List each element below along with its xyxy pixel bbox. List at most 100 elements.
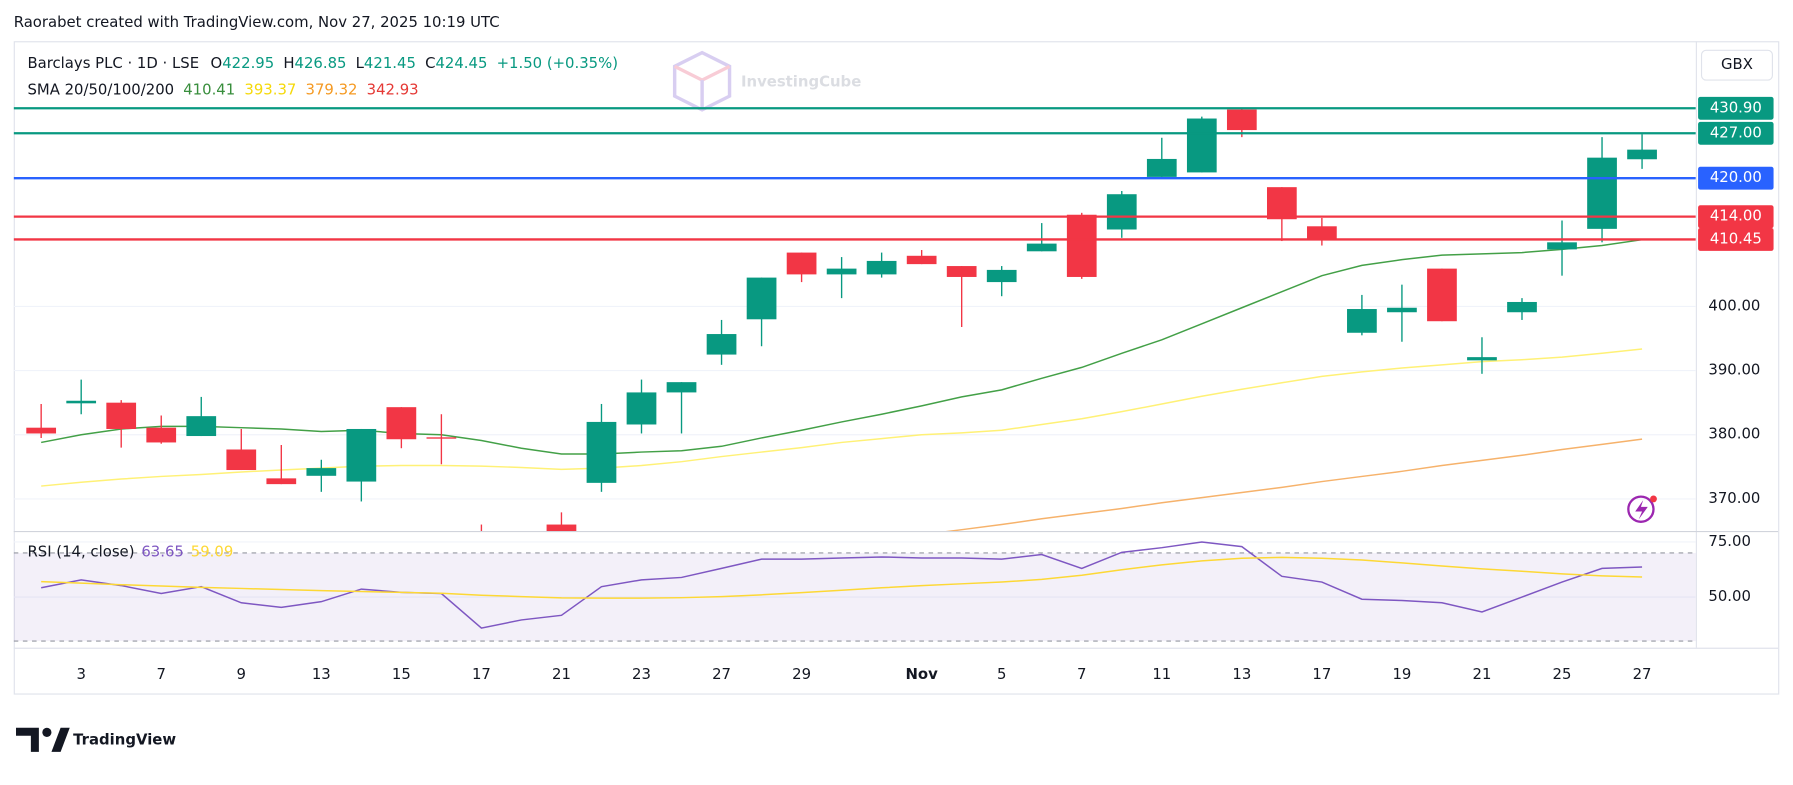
candle-body bbox=[746, 277, 777, 320]
candle-body bbox=[266, 478, 297, 485]
level-label-box bbox=[1698, 227, 1774, 251]
x-tick-label: 23 bbox=[632, 665, 651, 683]
indicator-label: SMA 20/50/100/200 bbox=[27, 80, 174, 98]
level-label-box bbox=[1698, 166, 1774, 190]
price-pane bbox=[13, 107, 1696, 531]
candle-body bbox=[946, 266, 977, 277]
rsi-value: 59.09 bbox=[191, 543, 234, 561]
x-tick-label: 7 bbox=[157, 665, 166, 683]
y-tick-label: 50.00 bbox=[1708, 587, 1751, 605]
level-label: 420.00 bbox=[1710, 168, 1762, 186]
rsi-legend: RSI (14, close) 63.65 59.09 bbox=[27, 543, 233, 561]
indicator-value: 379.32 bbox=[306, 80, 358, 98]
logo-mark bbox=[16, 727, 39, 752]
legend-title: Barclays PLC · 1D · LSE bbox=[27, 54, 199, 72]
level-label: 414.00 bbox=[1710, 207, 1762, 225]
icon-bolt bbox=[1635, 500, 1648, 520]
level-label: 430.90 bbox=[1710, 98, 1762, 116]
x-tick-label: 13 bbox=[312, 665, 331, 683]
x-tick-label: 27 bbox=[1633, 665, 1652, 683]
y-tick-label: 400.00 bbox=[1708, 296, 1760, 314]
candle-body bbox=[866, 260, 897, 275]
assistant-icon bbox=[1627, 495, 1657, 523]
candle-body bbox=[426, 437, 457, 439]
candle-body bbox=[1106, 194, 1137, 230]
x-tick-label: 15 bbox=[392, 665, 411, 683]
ohlc-value: 422.95 bbox=[222, 54, 274, 72]
chart-frame bbox=[13, 41, 1780, 695]
ohlc-value: 426.85 bbox=[295, 54, 347, 72]
logo-slash bbox=[51, 727, 70, 752]
rsi-label: RSI (14, close) bbox=[27, 543, 134, 561]
x-tick-label: 9 bbox=[237, 665, 246, 683]
x-tick-label: 21 bbox=[552, 665, 571, 683]
candle-body bbox=[1307, 226, 1337, 240]
candle-body bbox=[306, 468, 337, 476]
indicator-value: 410.41 bbox=[183, 80, 235, 98]
rsi-band bbox=[13, 552, 1696, 642]
candle-body bbox=[1547, 242, 1577, 250]
candle-body bbox=[626, 392, 657, 425]
ohlc-value: 424.45 bbox=[435, 54, 487, 72]
candle-body bbox=[1627, 149, 1657, 160]
indicator-value: 342.93 bbox=[367, 80, 419, 98]
candle-body bbox=[586, 421, 617, 483]
footer-brand: TradingView bbox=[73, 730, 176, 748]
candle-body bbox=[1347, 309, 1377, 333]
x-tick-label: 29 bbox=[792, 665, 811, 683]
indicator-line bbox=[41, 238, 1643, 455]
x-tick-label: 21 bbox=[1473, 665, 1492, 683]
candle-body bbox=[226, 449, 257, 471]
x-tick-label: 27 bbox=[712, 665, 731, 683]
x-tick-label: 13 bbox=[1232, 665, 1251, 683]
candle-body bbox=[986, 269, 1017, 283]
candle-body bbox=[106, 402, 137, 429]
indicator-legend: SMA 20/50/100/200 410.41 393.37 379.32 342.9… bbox=[27, 80, 418, 98]
candle-body bbox=[1427, 268, 1457, 322]
x-tick-label: 3 bbox=[76, 665, 85, 683]
indicator-line bbox=[41, 556, 1643, 599]
ohlc-label: C bbox=[425, 54, 435, 72]
watermark-logo-edge bbox=[673, 64, 731, 83]
x-tick-label: 17 bbox=[472, 665, 491, 683]
x-tick-label: 11 bbox=[1152, 665, 1171, 683]
candle-body bbox=[1587, 157, 1617, 229]
candle-body bbox=[546, 524, 577, 531]
watermark: InvestingCube bbox=[672, 50, 861, 112]
change-value: +1.50 (+0.35%) bbox=[497, 54, 618, 72]
ohlc-value: 421.45 bbox=[364, 54, 416, 72]
indicator-line bbox=[945, 438, 1643, 531]
candle-body bbox=[1146, 158, 1177, 177]
candle-body bbox=[786, 252, 817, 275]
ohlc-label: H bbox=[283, 54, 294, 72]
candle-body bbox=[386, 407, 417, 440]
candle-body bbox=[146, 427, 177, 443]
y-tick-label: 370.00 bbox=[1708, 489, 1760, 507]
x-tick-label: Nov bbox=[905, 665, 938, 683]
candle-body bbox=[1026, 243, 1057, 252]
candle-body bbox=[826, 268, 857, 275]
x-tick-label: 5 bbox=[997, 665, 1006, 683]
candle-body bbox=[1066, 214, 1097, 277]
candle-body bbox=[1507, 301, 1537, 313]
candle-body bbox=[706, 334, 737, 355]
candle-body bbox=[66, 400, 97, 404]
icon-dot bbox=[1650, 495, 1657, 503]
candle-body bbox=[1226, 109, 1257, 131]
candle-body bbox=[346, 428, 377, 482]
ohlc-label: L bbox=[356, 54, 365, 72]
ohlc-label: O bbox=[211, 54, 223, 72]
unit-box bbox=[1700, 49, 1773, 81]
indicator-value: 393.37 bbox=[244, 80, 296, 98]
unit-label: GBX bbox=[1721, 55, 1753, 73]
level-label-box bbox=[1698, 96, 1774, 120]
candle-body bbox=[1467, 357, 1497, 361]
footer-logo: TradingView bbox=[16, 727, 176, 752]
x-tick-label: 17 bbox=[1312, 665, 1331, 683]
level-label: 410.45 bbox=[1710, 229, 1762, 247]
rsi-pane bbox=[13, 541, 1696, 642]
candle-body bbox=[1387, 307, 1417, 313]
x-tick-label: 19 bbox=[1392, 665, 1411, 683]
